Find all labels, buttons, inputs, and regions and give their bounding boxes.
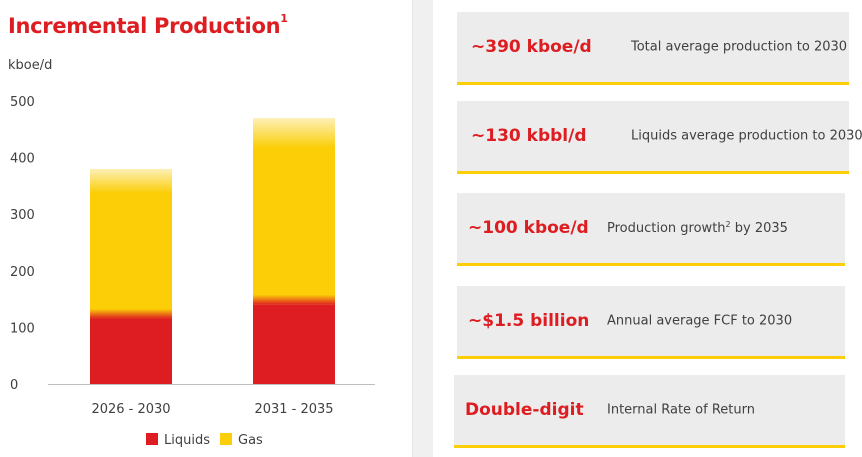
bar-liquids-2	[253, 304, 335, 384]
metric-value: ~$1.5 billion	[468, 311, 590, 331]
metric-value: ~100 kboe/d	[468, 218, 589, 238]
legend-liquids-swatch	[146, 433, 158, 445]
metric-description: Production growth2 by 2035	[607, 219, 788, 237]
y-tick-label: 100	[10, 321, 35, 336]
bar-blend-1	[90, 308, 172, 319]
metric-card-annual-fcf: ~$1.5 billion Annual average FCF to 2030	[457, 286, 845, 359]
legend-gas-label: Gas	[238, 433, 263, 448]
title-footnote: 1	[280, 12, 288, 25]
bar-chart: 0 100 200 300 400 500 2026 - 2030 2031 - 2035 Li…	[10, 95, 375, 448]
metric-value: ~390 kboe/d	[471, 37, 592, 57]
y-tick-label: 0	[10, 378, 18, 393]
y-tick-label: 500	[10, 95, 35, 110]
bar-blend-2	[253, 294, 335, 305]
y-tick-label: 300	[10, 208, 35, 223]
metric-description: Liquids average production to 2030	[631, 128, 862, 144]
chart-title: Incremental Production1	[8, 12, 288, 38]
metric-value: ~130 kbbl/d	[471, 126, 587, 146]
legend-gas-swatch	[220, 433, 232, 445]
metric-description: Internal Rate of Return	[607, 402, 755, 418]
metric-card-irr: Double-digit Internal Rate of Return	[454, 375, 845, 448]
metric-card-total-production: ~390 kboe/d Total average production to …	[457, 12, 849, 85]
bar-gas-2	[253, 117, 335, 305]
bar-liquids-1	[90, 318, 172, 384]
panel-divider	[412, 0, 413, 457]
metric-description: Annual average FCF to 2030	[607, 313, 793, 329]
y-tick-label: 200	[10, 265, 35, 280]
metric-card-liquids-production: ~130 kbbl/d Liquids average production t…	[457, 101, 862, 174]
x-tick-label: 2031 - 2035	[254, 402, 333, 417]
metrics-panel: ~390 kboe/d Total average production to …	[433, 0, 862, 457]
x-tick-label: 2026 - 2030	[91, 402, 170, 417]
legend-liquids-label: Liquids	[164, 433, 210, 448]
footnote-marker: 2	[725, 219, 731, 229]
y-axis-unit-label: kboe/d	[8, 58, 53, 73]
metric-value: Double-digit	[465, 400, 584, 420]
metric-card-production-growth: ~100 kboe/d Production growth2 by 2035	[457, 193, 845, 266]
metric-description: Total average production to 2030	[631, 39, 848, 55]
chart-panel: Incremental Production1 kboe/d 0 100 200 30…	[0, 0, 412, 457]
y-tick-label: 400	[10, 152, 35, 167]
bar-gas-1	[90, 168, 172, 319]
